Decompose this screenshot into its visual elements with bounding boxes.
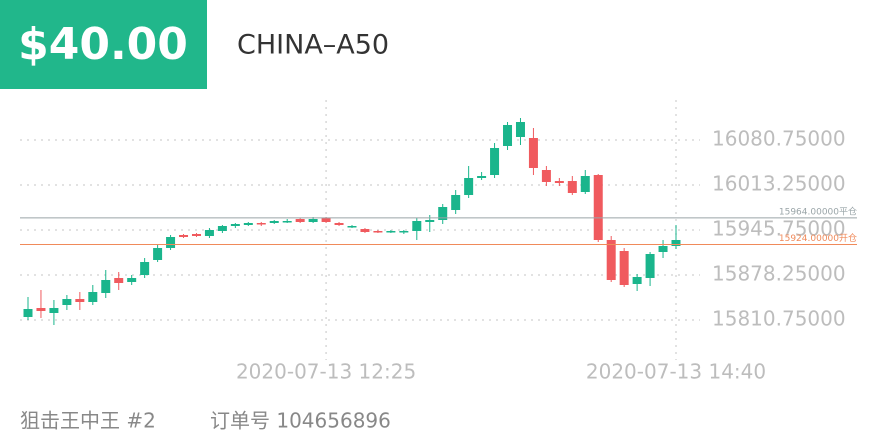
- candle-body: [503, 125, 513, 146]
- order-number: 订单号 104656896: [210, 409, 391, 433]
- candle-body: [75, 299, 85, 302]
- candle-body: [101, 280, 111, 293]
- y-tick-label: 15945.75000: [712, 217, 846, 241]
- candle-body: [645, 254, 655, 278]
- candle-body: [179, 235, 189, 237]
- price-line-label: 15964.00000平仓: [779, 205, 857, 217]
- candle-body: [36, 308, 46, 311]
- candle-body: [438, 207, 448, 220]
- candle-body: [23, 309, 33, 317]
- candle-body: [49, 308, 59, 313]
- candle-body: [580, 176, 590, 192]
- candle-body: [127, 278, 137, 282]
- amount: $40.00: [18, 19, 188, 70]
- candle-body: [269, 221, 279, 223]
- candle-body: [191, 234, 201, 236]
- amount-badge: [0, 0, 207, 89]
- candle-body: [88, 292, 98, 302]
- candle-body: [606, 240, 616, 280]
- candle-body: [295, 219, 305, 222]
- candle-body: [451, 195, 461, 210]
- candle-body: [541, 170, 551, 182]
- candle-body: [347, 226, 357, 228]
- y-tick-label: 15810.75000: [712, 307, 846, 331]
- candle-body: [658, 246, 668, 252]
- candle-body: [477, 176, 487, 178]
- chart: 15810.75000 15878.25000 15945.75000 16013.2…: [20, 100, 857, 384]
- candle-body: [114, 278, 124, 283]
- candle-body: [399, 231, 409, 233]
- candle-body: [567, 181, 577, 193]
- candle-body: [425, 220, 435, 222]
- candle-body: [217, 226, 227, 231]
- candle-body: [619, 251, 629, 285]
- candle-body: [360, 229, 370, 232]
- candle-body: [243, 223, 253, 225]
- candle-body: [153, 248, 163, 260]
- candle-body: [334, 223, 344, 225]
- candle-body: [256, 223, 266, 225]
- y-tick-label: 16080.75000: [712, 127, 846, 151]
- price-line-label: 15924.00000开仓: [779, 232, 857, 244]
- candle-body: [321, 218, 331, 222]
- candle-body: [593, 175, 603, 240]
- footer-name: 狙击王中王 #2: [20, 409, 156, 433]
- x-tick-label: 2020-07-13 12:25: [236, 360, 416, 384]
- x-tick-label: 2020-07-13 14:40: [586, 360, 766, 384]
- candle-body: [412, 221, 422, 231]
- candle-body: [386, 231, 396, 233]
- candle-body: [204, 230, 214, 236]
- candle-body: [490, 148, 500, 175]
- y-tick-label: 15878.25000: [712, 262, 846, 286]
- candle-body: [166, 237, 176, 248]
- candle-body: [282, 221, 292, 223]
- candle-body: [373, 231, 383, 233]
- candle-body: [140, 262, 150, 275]
- candle-body: [62, 299, 72, 305]
- candle-body: [632, 277, 642, 284]
- y-tick-label: 16013.25000: [712, 172, 846, 196]
- candle-body: [528, 138, 538, 168]
- candle-body: [554, 181, 564, 183]
- candle-body: [308, 219, 318, 222]
- candle-body: [230, 224, 240, 226]
- symbol: CHINA–A50: [237, 30, 389, 61]
- candle-body: [515, 122, 525, 137]
- candle-body: [671, 240, 681, 246]
- candle-body: [464, 178, 474, 195]
